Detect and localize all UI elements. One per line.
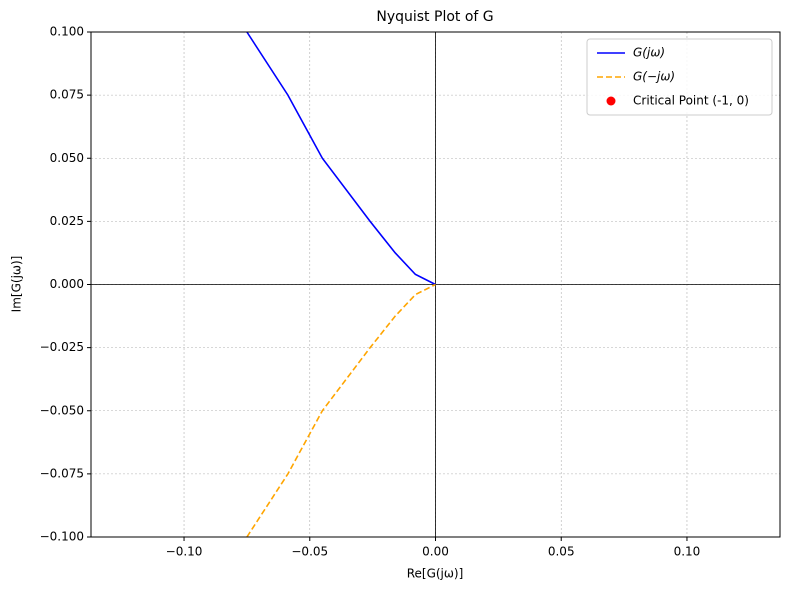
legend-marker — [606, 96, 616, 106]
plot — [91, 32, 780, 537]
legend-label: Critical Point (-1, 0) — [633, 94, 749, 108]
x-tick-label: −0.10 — [166, 545, 203, 559]
series-line — [246, 283, 436, 537]
legend-box — [586, 38, 773, 116]
y-tick-label: 0.000 — [50, 277, 84, 291]
x-tick-label: 0.10 — [674, 545, 701, 559]
chart-title: Nyquist Plot of G — [376, 9, 493, 25]
x-tick-label: −0.05 — [291, 545, 328, 559]
x-axis-label: Re[G(jω)] — [407, 567, 464, 581]
legend-label: G(−jω) — [633, 70, 675, 84]
y-tick-label: 0.100 — [50, 25, 84, 39]
legend-label: G(jω) — [633, 46, 665, 60]
x-tick-label: 0.00 — [422, 545, 449, 559]
legend: G(jω) G(−jω) Critical Point (-1, 0) — [586, 38, 773, 116]
y-axis-label: Im[G(jω)] — [10, 256, 24, 313]
y-tick-label: −0.075 — [40, 466, 84, 480]
y-tick-label: −0.025 — [40, 340, 84, 354]
y-tick-label: −0.050 — [40, 403, 84, 417]
x-tick-label: 0.05 — [548, 545, 575, 559]
y-tick-label: 0.050 — [50, 151, 84, 165]
y-tick-label: 0.075 — [50, 88, 84, 102]
y-tick-label: 0.025 — [50, 214, 84, 228]
y-tick-label: −0.100 — [40, 530, 84, 544]
series-line — [246, 32, 436, 286]
